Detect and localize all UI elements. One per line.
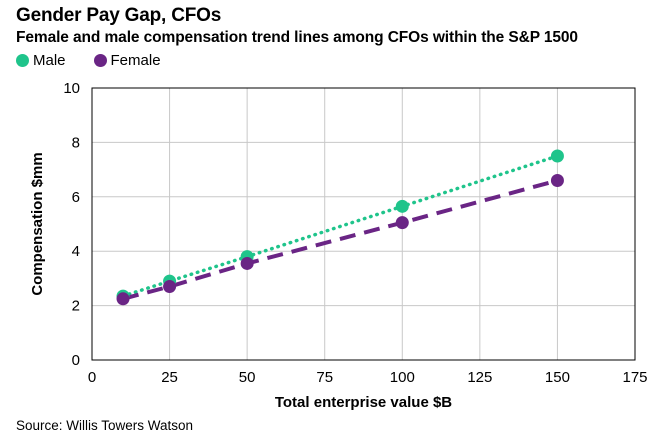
data-point-female bbox=[395, 216, 409, 230]
x-tick-label: 0 bbox=[88, 369, 96, 386]
x-tick-label: 175 bbox=[622, 369, 647, 386]
legend-item-male: Male bbox=[16, 52, 66, 69]
y-tick-label: 4 bbox=[72, 243, 80, 260]
data-point-male bbox=[550, 149, 564, 163]
x-tick-label: 50 bbox=[239, 369, 256, 386]
data-point-male bbox=[395, 199, 409, 213]
x-tick-label: 150 bbox=[545, 369, 570, 386]
x-tick-label: 25 bbox=[161, 369, 178, 386]
chart-title: Gender Pay Gap, CFOs bbox=[16, 5, 222, 26]
y-tick-label: 8 bbox=[72, 134, 80, 151]
grid-layer bbox=[91, 87, 636, 361]
legend-marker-female bbox=[93, 54, 107, 67]
legend-marker-male bbox=[16, 54, 29, 67]
data-point-female bbox=[550, 173, 564, 187]
x-axis-title: Total enterprise value $B bbox=[275, 394, 452, 411]
x-tick-label: 125 bbox=[467, 369, 492, 386]
chart-subtitle: Female and male compensation trend lines… bbox=[16, 29, 578, 46]
x-tick-label: 100 bbox=[390, 369, 415, 386]
series-line-female bbox=[122, 178, 558, 301]
plot-frame bbox=[91, 87, 636, 361]
data-point-female bbox=[240, 256, 254, 270]
x-tick-label: 75 bbox=[316, 369, 333, 386]
data-point-female bbox=[163, 280, 177, 294]
series-layer bbox=[116, 149, 564, 306]
y-tick-label: 6 bbox=[72, 189, 80, 206]
y-axis-title: Compensation $mm bbox=[29, 152, 46, 295]
legend-label-female: Female bbox=[110, 52, 161, 69]
y-tick-label: 0 bbox=[72, 352, 80, 369]
legend: Male Female bbox=[16, 52, 189, 69]
series-line-male bbox=[121, 154, 560, 298]
data-point-female bbox=[116, 292, 130, 306]
legend-item-female: Female bbox=[93, 52, 161, 69]
y-tick-label: 2 bbox=[72, 298, 80, 315]
source-note: Source: Willis Towers Watson bbox=[16, 418, 194, 433]
legend-label-male: Male bbox=[33, 52, 66, 69]
x-tick-labels: 0 25 50 75 100 125 150 175 bbox=[88, 369, 648, 386]
y-tick-label: 10 bbox=[63, 80, 80, 97]
y-tick-labels: 0 2 4 6 8 10 bbox=[63, 80, 80, 369]
